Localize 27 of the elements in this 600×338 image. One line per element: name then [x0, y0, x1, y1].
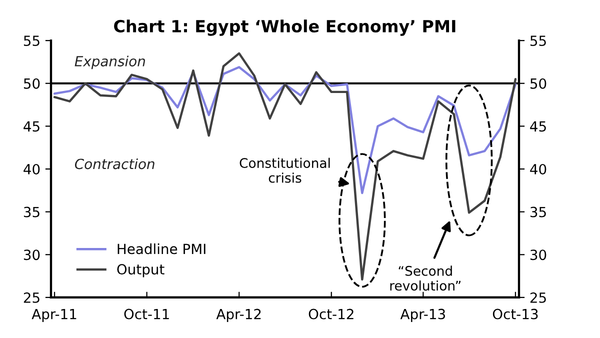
y-tick-label: 40: [24, 164, 40, 174]
y2-tick-label: 45: [530, 121, 546, 132]
legend-label: Output: [117, 264, 164, 278]
annotation: “Second revolution”: [390, 266, 460, 291]
x-tick-label: Oct-11: [124, 308, 169, 320]
annotation: Contraction: [74, 158, 154, 170]
y2-tick-label: 25: [530, 292, 546, 303]
annotation: Constitutional crisis: [240, 158, 330, 183]
y2-tick-label: 50: [530, 78, 546, 89]
y-tick-label: 45: [24, 121, 40, 132]
x-tick-label: Oct-13: [492, 308, 538, 320]
y2-tick-label: 40: [530, 164, 546, 174]
y-tick-label: 55: [24, 36, 40, 46]
x-tick-label: Apr-13: [400, 308, 445, 322]
legend-label: Headline PMI: [118, 243, 206, 254]
annotation: Expansion: [74, 56, 145, 70]
x-tick-label: Apr-11: [32, 308, 76, 322]
y-tick-label: 30: [24, 250, 40, 260]
y-tick-label: 50: [24, 78, 40, 89]
y-tick-label: 25: [24, 292, 40, 303]
y2-tick-label: 55: [530, 36, 546, 46]
y2-tick-label: 30: [530, 250, 546, 260]
x-tick-label: Apr-12: [216, 308, 261, 322]
chart-title: Chart 1: Egypt ‘Whole Economy’ PMI: [114, 20, 456, 36]
x-tick-label: Oct-12: [308, 308, 354, 320]
y2-tick-label: 35: [530, 206, 546, 218]
y-tick-label: 35: [24, 206, 40, 218]
